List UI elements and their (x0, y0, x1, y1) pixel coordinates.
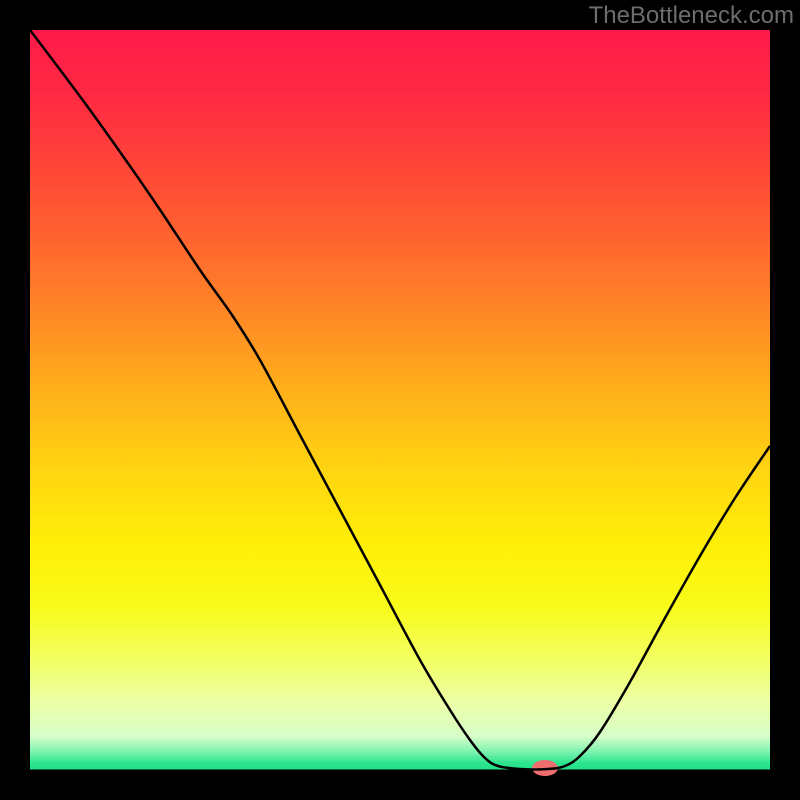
watermark-text: TheBottleneck.com (589, 2, 794, 30)
bottleneck-chart (0, 0, 800, 800)
gradient-background (30, 30, 770, 770)
chart-container: { "watermark": { "text": "TheBottleneck.… (0, 0, 800, 800)
